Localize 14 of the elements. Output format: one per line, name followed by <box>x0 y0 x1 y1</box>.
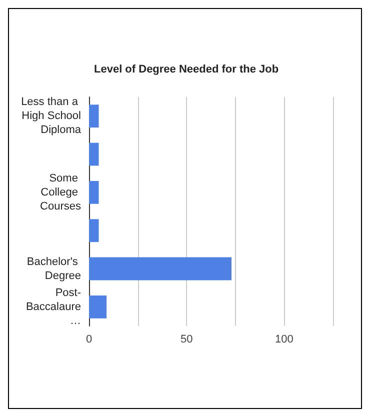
y-tick-label: Less than a High School Diploma <box>21 96 82 136</box>
bar <box>89 142 99 166</box>
chart-title: Level of Degree Needed for the Job <box>94 64 279 76</box>
y-tick-label: Post-Baccalaure… <box>26 286 82 327</box>
bar <box>89 104 99 128</box>
bar <box>89 257 232 280</box>
x-tick-label: 50 <box>180 334 193 346</box>
bar <box>89 180 99 204</box>
x-tick-label: 0 <box>86 334 92 346</box>
bar <box>89 219 99 242</box>
y-tick-label: Some College Courses <box>40 172 82 212</box>
bar <box>89 295 107 318</box>
x-tick-label: 100 <box>275 334 294 346</box>
y-tick-label: Bachelor's Degree <box>26 256 81 282</box>
